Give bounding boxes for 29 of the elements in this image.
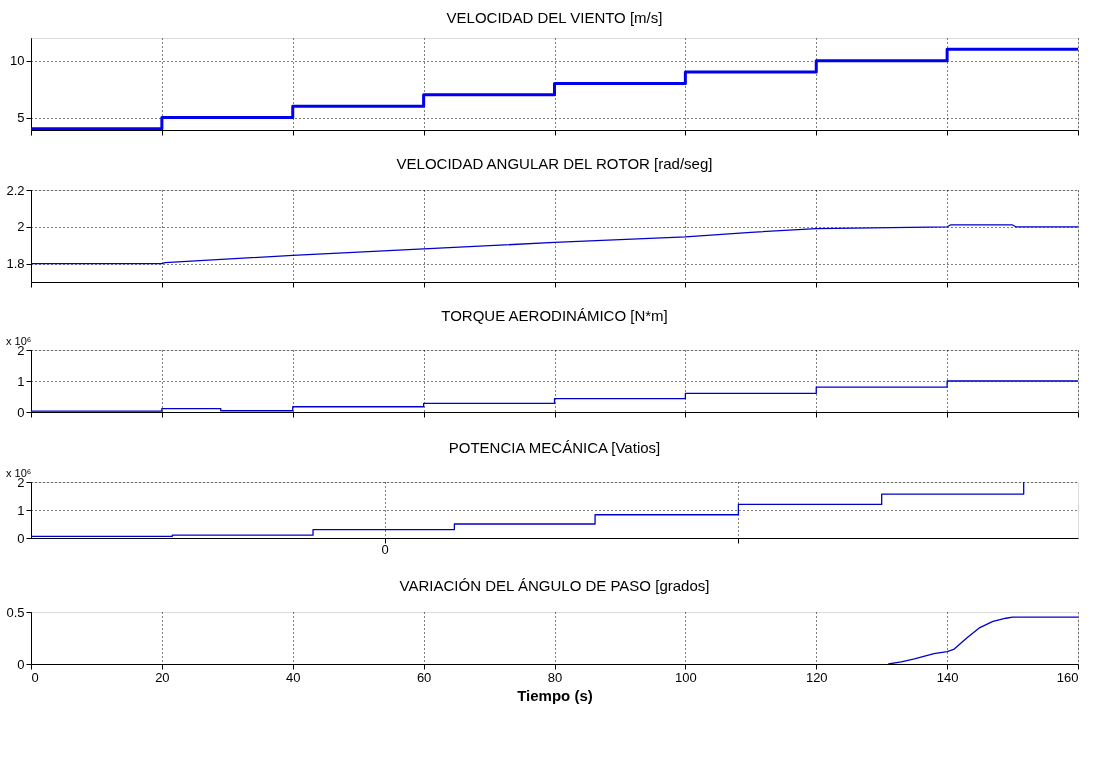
- y-tick-label: 1: [17, 502, 25, 518]
- x-tick-label: 20: [155, 669, 170, 685]
- y-tick-label: 2.2: [6, 182, 25, 198]
- x-tick-label: 40: [286, 669, 301, 685]
- y-tick-label: 0: [17, 404, 25, 420]
- x-tick-label: 80: [547, 669, 563, 685]
- text: 0: [381, 542, 389, 557]
- line-series: [31, 224, 1078, 265]
- x-tick-label: 100: [675, 669, 697, 685]
- chart-title: VELOCIDAD DEL VIENTO [m/s]: [446, 9, 663, 26]
- y-tick-label: 1.8: [6, 256, 25, 272]
- y-tick-label: 10: [10, 53, 25, 69]
- y-tick-label: 5: [17, 110, 25, 126]
- chart-title: POTENCIA MECÁNICA [Vatios]: [448, 439, 661, 456]
- x-tick-label: 120: [805, 669, 828, 685]
- y-tick-label: 1: [17, 373, 25, 389]
- y-tick-label: 0.5: [6, 604, 25, 620]
- chart-title: TORQUE AERODINÁMICO [N*m]: [441, 307, 668, 324]
- x-axis-title: Tiempo (s): [517, 686, 593, 704]
- x-tick-label: 160: [1056, 669, 1079, 685]
- y-tick-label: 2: [17, 219, 25, 235]
- x-tick-label: 60: [416, 669, 432, 685]
- x-tick-label: 0: [31, 669, 39, 685]
- line-series: [887, 616, 1078, 664]
- x-tick-label: 140: [936, 669, 959, 685]
- y-tick-label: 0: [17, 656, 25, 672]
- chart-title: VELOCIDAD ANGULAR DEL ROTOR [rad/seg]: [396, 155, 713, 172]
- chart-title: VARIACIÓN DEL ÁNGULO DE PASO [grados]: [399, 577, 710, 594]
- y-tick-label: 0: [17, 530, 25, 546]
